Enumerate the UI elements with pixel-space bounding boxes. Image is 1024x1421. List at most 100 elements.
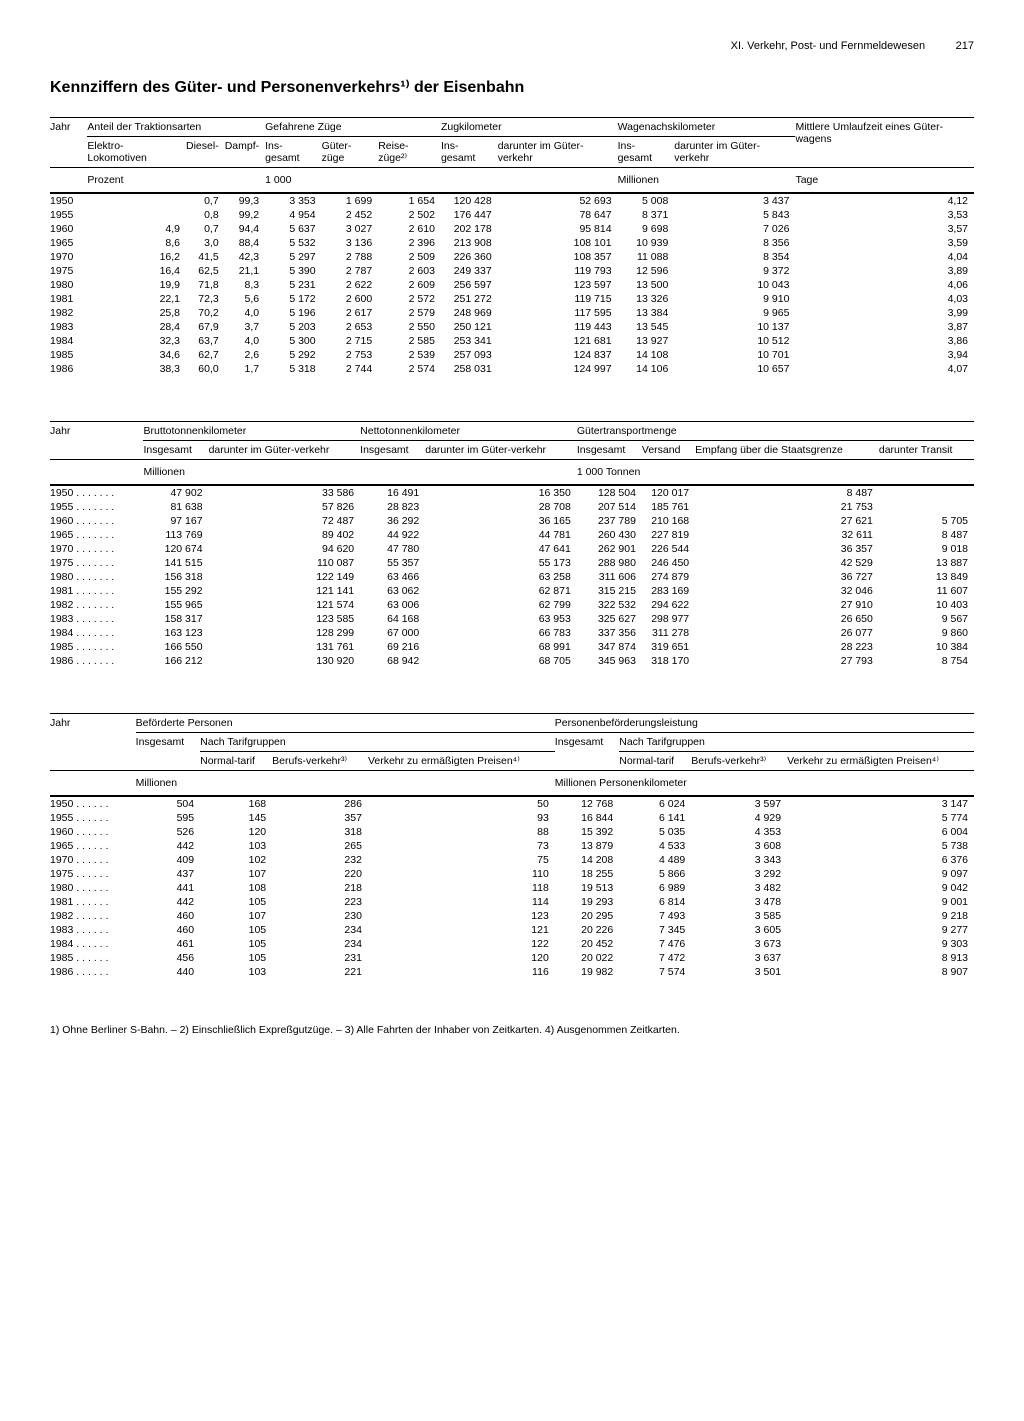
cell: 72,3 — [186, 292, 225, 306]
cell: 124 837 — [498, 348, 618, 362]
cell: 5 738 — [787, 839, 974, 853]
table-row: 198225,870,24,05 1962 6172 579248 969117… — [50, 306, 974, 320]
table-row: 1960 . . . . . . .97 16772 48736 29236 1… — [50, 514, 974, 528]
cell: 322 532 — [577, 598, 642, 612]
cell: 19,9 — [87, 278, 186, 292]
cell: 5 532 — [265, 236, 321, 250]
table-row: 1970 . . . . . . .120 67494 62047 78047 … — [50, 542, 974, 556]
cell: 0,8 — [186, 208, 225, 222]
cell: 1950 . . . . . . . — [50, 485, 143, 500]
table-2: Jahr Bruttotonnenkilometer Nettotonnenki… — [50, 421, 974, 668]
cell: 5 035 — [619, 825, 691, 839]
cell: 230 — [272, 909, 368, 923]
cell: 122 149 — [209, 570, 361, 584]
cell: 117 595 — [498, 306, 618, 320]
cell: 44 781 — [425, 528, 577, 542]
table-row: 1960 . . . . . .5261203188815 3925 0354 … — [50, 825, 974, 839]
cell: 234 — [272, 937, 368, 951]
cell: 2 788 — [322, 250, 379, 264]
cell: 10 657 — [674, 362, 795, 376]
col-normal2: Normal-tarif — [619, 752, 691, 771]
col-dampf: Dampf- — [225, 137, 265, 168]
cell: 3 147 — [787, 796, 974, 811]
cell: 4 353 — [691, 825, 787, 839]
cell: 1960 . . . . . . — [50, 825, 136, 839]
col-darg2: darunter im Güter-verkehr — [674, 137, 795, 168]
cell: 2 574 — [378, 362, 441, 376]
cell: 10 043 — [674, 278, 795, 292]
cell: 114 — [368, 895, 555, 909]
cell: 2 609 — [378, 278, 441, 292]
cell: 2 509 — [378, 250, 441, 264]
cell: 19 982 — [555, 965, 619, 979]
col-netto: Nettotonnenkilometer — [360, 422, 577, 441]
cell: 2 539 — [378, 348, 441, 362]
cell: 32 046 — [695, 584, 879, 598]
cell: 14 106 — [618, 362, 675, 376]
cell: 3 437 — [674, 193, 795, 208]
cell: 108 357 — [498, 250, 618, 264]
cell: 20 452 — [555, 937, 619, 951]
cell: 27 910 — [695, 598, 879, 612]
cell: 253 341 — [441, 334, 498, 348]
cell: 13 927 — [618, 334, 675, 348]
table-row: 1984 . . . . . . .163 123128 29967 00066… — [50, 626, 974, 640]
page-header: XI. Verkehr, Post- und Fernmeldewesen 21… — [50, 40, 974, 52]
cell: 93 — [368, 811, 555, 825]
cell: 207 514 — [577, 500, 642, 514]
col-elektro: Elektro-Lokomotiven — [87, 137, 186, 168]
unit-mill: Millionen — [136, 771, 555, 797]
cell: 3,53 — [795, 208, 974, 222]
cell: 1980 . . . . . . — [50, 881, 136, 895]
col-insg: Ins-gesamt — [265, 137, 321, 168]
cell: 166 212 — [143, 654, 208, 668]
cell: 75 — [368, 853, 555, 867]
table-row: 198534,662,72,65 2922 7532 539257 093124… — [50, 348, 974, 362]
cell: 460 — [136, 923, 200, 937]
cell: 25,8 — [87, 306, 186, 320]
col-jahr: Jahr — [50, 422, 143, 460]
cell: 5,6 — [225, 292, 265, 306]
col-gueter: Güter-züge — [322, 137, 379, 168]
cell: 1981 . . . . . . — [50, 895, 136, 909]
cell: 1965 . . . . . . . — [50, 528, 143, 542]
cell: 27 793 — [695, 654, 879, 668]
cell: 4,07 — [795, 362, 974, 376]
unit-1000: 1 000 — [265, 168, 617, 194]
cell: 13 849 — [879, 570, 974, 584]
cell: 28,4 — [87, 320, 186, 334]
cell: 9 097 — [787, 867, 974, 881]
cell: 311 278 — [642, 626, 695, 640]
cell: 2 744 — [322, 362, 379, 376]
cell: 234 — [272, 923, 368, 937]
cell: 1955 . . . . . . . — [50, 500, 143, 514]
table-row: 1983 . . . . . . .158 317123 58564 16863… — [50, 612, 974, 626]
cell: 8,3 — [225, 278, 265, 292]
cell: 88,4 — [225, 236, 265, 250]
cell: 409 — [136, 853, 200, 867]
cell: 16,2 — [87, 250, 186, 264]
cell: 69 216 — [360, 640, 425, 654]
col-gtm: Gütertransportmenge — [577, 422, 974, 441]
cell: 345 963 — [577, 654, 642, 668]
table-row: 19550,899,24 9542 4522 502176 44778 6478… — [50, 208, 974, 222]
cell: 107 — [200, 909, 272, 923]
cell: 128 504 — [577, 485, 642, 500]
table-row: 1986 . . . . . . .166 212130 92068 94268… — [50, 654, 974, 668]
col-insg2: Ins-gesamt — [441, 137, 498, 168]
cell: 10 701 — [674, 348, 795, 362]
cell: 33 586 — [209, 485, 361, 500]
cell: 318 — [272, 825, 368, 839]
table-row: 1970 . . . . . .4091022327514 2084 4893 … — [50, 853, 974, 867]
unit-mill: Millionen — [618, 168, 796, 194]
col-insg: Insgesamt — [143, 441, 208, 460]
cell: 440 — [136, 965, 200, 979]
col-erm: Verkehr zu ermäßigten Preisen⁴⁾ — [368, 752, 555, 771]
page-number: 217 — [956, 40, 974, 52]
cell: 107 — [200, 867, 272, 881]
cell: 260 430 — [577, 528, 642, 542]
cell: 72 487 — [209, 514, 361, 528]
cell: 337 356 — [577, 626, 642, 640]
cell: 3 478 — [691, 895, 787, 909]
unit-tage: Tage — [795, 168, 974, 194]
